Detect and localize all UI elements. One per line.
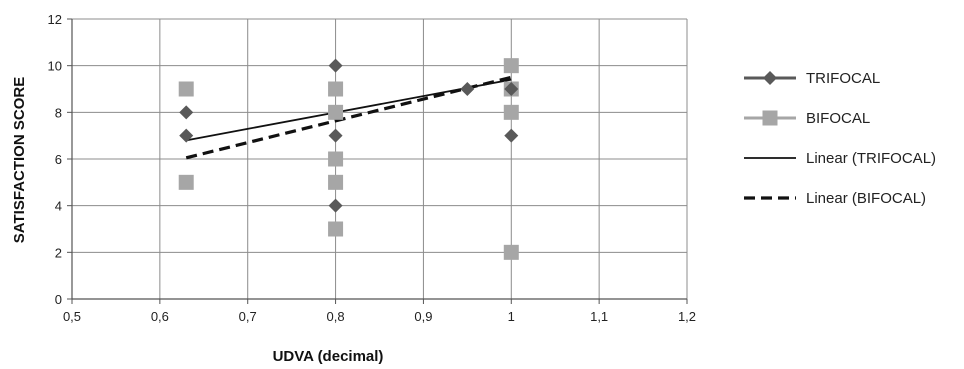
axes	[67, 18, 688, 304]
x-tick-label: 1	[508, 309, 515, 324]
legend: TRIFOCAL BIFOCAL Linear (TRIFOCAL) Linear (…	[744, 70, 936, 207]
data-point-bifocal	[503, 104, 519, 120]
grid-lines	[72, 18, 688, 299]
x-tick-labels: 0,5 0,6 0,7 0,8 0,9 1 1,1 1,2	[63, 309, 696, 324]
data-point-bifocal	[328, 221, 344, 237]
data-point-trifocal	[504, 128, 519, 143]
x-tick-label: 0,7	[239, 309, 257, 324]
x-tick-label: 0,9	[414, 309, 432, 324]
trendlines	[185, 75, 512, 160]
legend-label: BIFOCAL	[806, 110, 870, 127]
data-point-bifocal	[328, 151, 344, 167]
data-point-bifocal	[178, 81, 194, 97]
y-axis-title: SATISFACTION SCORE	[11, 77, 28, 243]
y-tick-label: 0	[55, 292, 62, 307]
legend-marker	[763, 71, 777, 85]
x-tick-label: 1,2	[678, 309, 696, 324]
data-points	[178, 58, 519, 260]
y-tick-label: 6	[55, 152, 62, 167]
x-axis-title: UDVA (decimal)	[273, 348, 384, 365]
data-point-trifocal	[179, 105, 194, 120]
data-point-trifocal	[504, 82, 519, 96]
data-point-trifocal	[328, 58, 343, 73]
x-tick-label: 0,6	[151, 309, 169, 324]
y-tick-label: 8	[55, 105, 62, 120]
y-tick-label: 10	[48, 59, 62, 74]
data-point-trifocal	[179, 128, 194, 143]
y-tick-label: 4	[55, 199, 62, 214]
data-point-trifocal	[328, 128, 343, 143]
y-tick-labels: 0 2 4 6 8 10 12	[48, 12, 62, 307]
x-tick-label: 1,1	[590, 309, 608, 324]
legend-marker	[762, 110, 778, 126]
data-point-bifocal	[503, 244, 519, 260]
x-tick-label: 0,5	[63, 309, 81, 324]
data-point-trifocal	[460, 82, 475, 96]
data-point-bifocal	[503, 58, 519, 74]
data-point-bifocal	[178, 174, 194, 190]
y-tick-label: 2	[55, 245, 62, 260]
data-point-bifocal	[328, 174, 344, 190]
x-tick-label: 0,8	[327, 309, 345, 324]
data-point-bifocal	[328, 104, 344, 120]
legend-label: Linear (BIFOCAL)	[806, 190, 926, 207]
legend-label: TRIFOCAL	[806, 70, 880, 87]
y-tick-label: 12	[48, 12, 62, 27]
trendline-bifocal	[185, 75, 512, 160]
data-point-trifocal	[328, 198, 343, 213]
legend-label: Linear (TRIFOCAL)	[806, 150, 936, 167]
data-point-bifocal	[328, 81, 344, 97]
